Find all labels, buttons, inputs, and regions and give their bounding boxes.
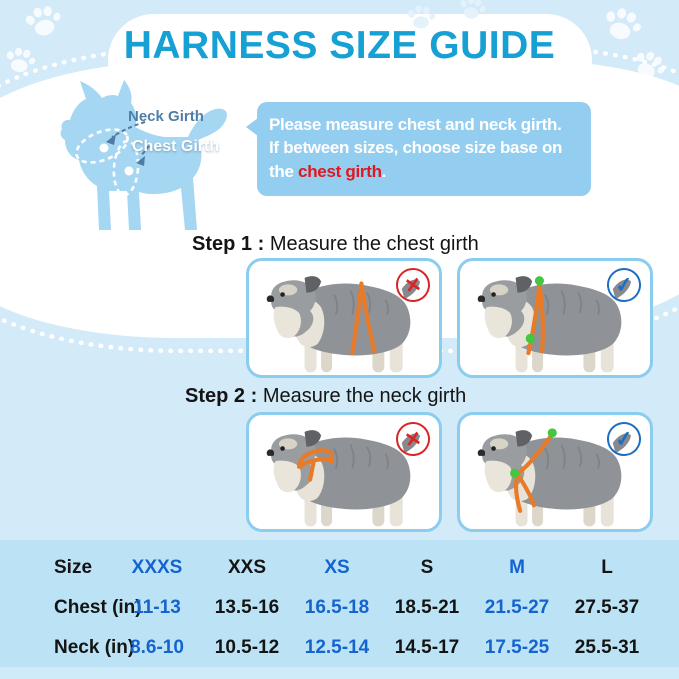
neck-value: 14.5-17 <box>394 637 460 658</box>
chest-girth-highlight: chest girth <box>298 161 382 181</box>
background-blob-top <box>108 14 592 106</box>
size-s: S <box>420 557 434 578</box>
size-row-label: Size <box>54 557 93 578</box>
chest-row-label: Chest (in) <box>54 597 142 618</box>
step1-wrong-photo <box>246 258 442 378</box>
bottom-strip <box>0 667 679 679</box>
size-table: Size XXXS XXS XS S M L Chest (in) 11-13 … <box>12 548 652 668</box>
neck-value: 12.5-14 <box>304 637 370 658</box>
size-table-band <box>0 540 679 668</box>
neck-value: 25.5-31 <box>574 637 640 658</box>
chest-value: 13.5-16 <box>214 597 280 618</box>
chest-girth-label: Chest Girth <box>132 138 220 155</box>
dog-photo-illustration <box>476 275 632 374</box>
size-l: L <box>601 557 613 578</box>
chest-value: 18.5-21 <box>394 597 460 618</box>
dog-photo-illustration <box>265 429 421 528</box>
chest-value: 21.5-27 <box>484 597 550 618</box>
neck-value: 8.6-10 <box>130 637 184 658</box>
chest-value: 11-13 <box>133 597 181 618</box>
neck-row-label: Neck (in) <box>54 637 135 658</box>
dog-photo-illustration <box>265 275 421 374</box>
bubble-line-1: Please measure chest and neck girth. <box>269 115 562 134</box>
step1-right-photo <box>457 258 653 378</box>
size-xxs: XXS <box>227 557 267 578</box>
bubble-line-3: the chest girth. <box>269 161 387 181</box>
bubble-line-2: If between sizes, choose size base on <box>269 138 563 158</box>
page-title: HARNESS SIZE GUIDE <box>123 24 556 67</box>
chihuahua-silhouette <box>60 80 227 230</box>
step1-label: Step 1 : Measure the chest girth <box>192 233 479 255</box>
neck-value: 17.5-25 <box>484 637 550 658</box>
chest-value: 27.5-37 <box>574 597 640 618</box>
neck-value: 10.5-12 <box>214 637 280 658</box>
step2-label: Step 2 : Measure the neck girth <box>185 385 467 407</box>
size-m: M <box>509 557 525 578</box>
size-xs: XS <box>324 557 350 578</box>
dog-photo-illustration <box>476 428 632 528</box>
measure-note-bubble: Please measure chest and neck girth. If … <box>246 102 591 196</box>
step2-wrong-photo <box>246 412 442 532</box>
dog-measurement-diagram: Neck Girth Chest Girth <box>50 78 265 238</box>
step2-right-photo <box>457 412 653 532</box>
size-xxxs: XXXS <box>131 557 183 578</box>
chest-value: 16.5-18 <box>304 597 370 618</box>
neck-girth-label: Neck Girth <box>128 108 204 125</box>
